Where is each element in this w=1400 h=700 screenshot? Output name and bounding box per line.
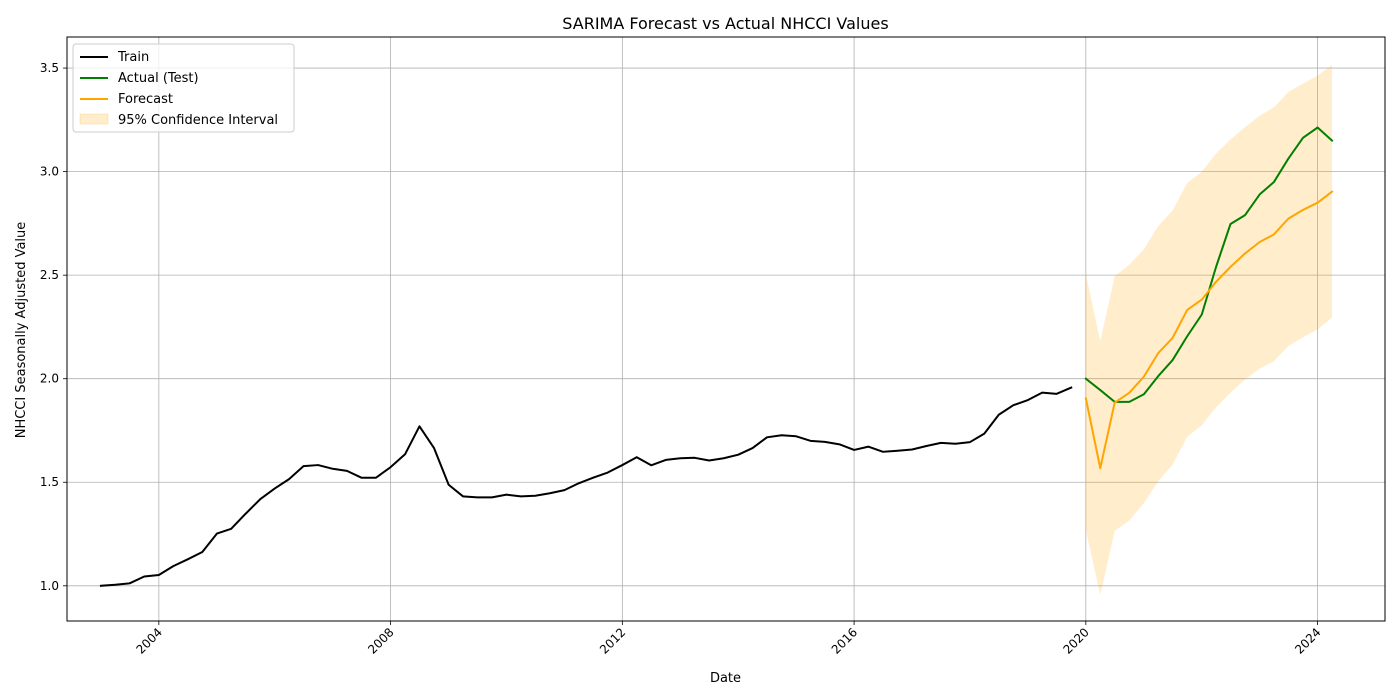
legend: Train Actual (Test) Forecast 95% Confide… xyxy=(72,43,295,133)
x-axis-title: Date xyxy=(710,671,741,686)
legend-label-forecast: Forecast xyxy=(118,92,173,107)
chart-title: SARIMA Forecast vs Actual NHCCI Values xyxy=(562,14,888,33)
grid xyxy=(67,37,1385,621)
y-tick-label: 3.0 xyxy=(40,165,59,179)
legend-label-train: Train xyxy=(117,50,149,65)
y-tick-label: 3.5 xyxy=(40,61,59,75)
y-tick-label: 2.5 xyxy=(40,268,59,282)
train-series-line xyxy=(99,386,1073,587)
series-lines xyxy=(99,126,1334,587)
legend-label-actual: Actual (Test) xyxy=(118,71,199,86)
y-tick-label: 1.5 xyxy=(40,475,59,489)
legend-box xyxy=(72,43,295,133)
confidence-interval-layer xyxy=(1085,64,1333,596)
forecast-series-line xyxy=(1084,190,1334,470)
legend-swatch-ci xyxy=(79,113,109,125)
y-axis-title: NHCCI Seasonally Adjusted Value xyxy=(14,222,29,439)
plot-frame xyxy=(66,36,1386,622)
confidence-interval-band xyxy=(1085,64,1333,596)
legend-label-ci: 95% Confidence Interval xyxy=(118,113,278,128)
y-axis-ticks: 1.0 1.5 2.0 2.5 3.0 3.5 xyxy=(40,61,67,593)
y-tick-label: 1.0 xyxy=(40,579,59,593)
y-tick-label: 2.0 xyxy=(40,372,59,386)
